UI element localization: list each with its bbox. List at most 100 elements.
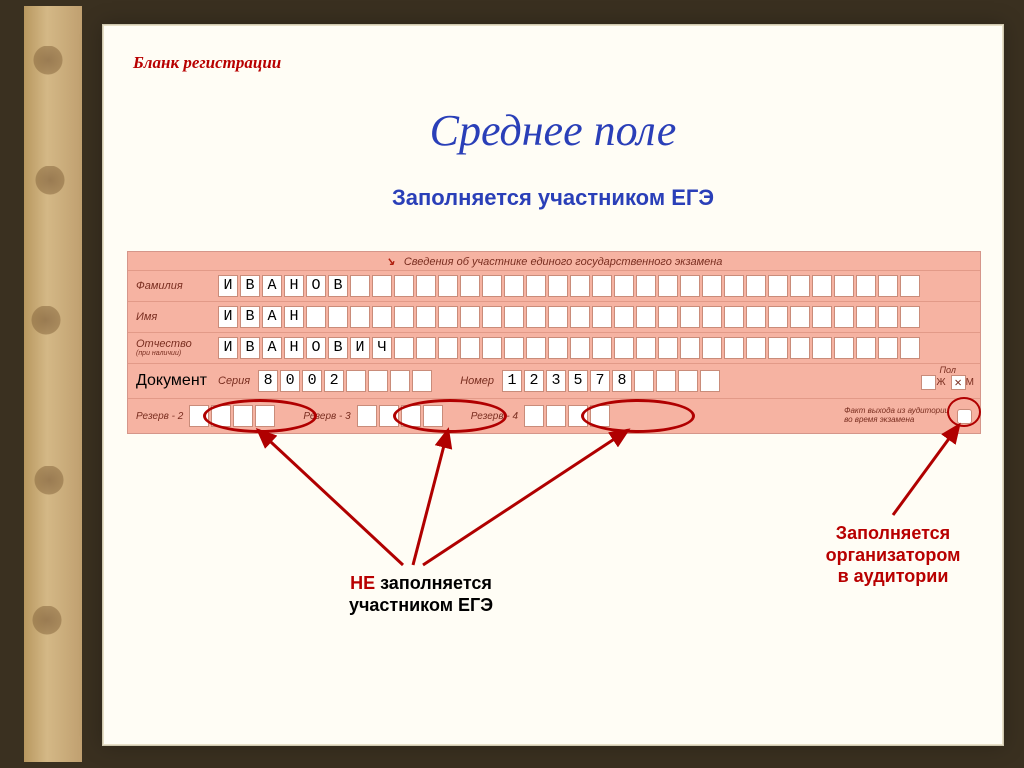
label-reserve-2: Резерв - 2 <box>136 411 183 422</box>
char-cell <box>548 306 568 328</box>
char-cell <box>416 306 436 328</box>
gender-box: Пол Ж ✕М <box>921 365 974 390</box>
char-cell <box>680 337 700 359</box>
char-cell <box>394 275 414 297</box>
char-cell <box>379 405 399 427</box>
cells-reserve-4 <box>524 405 610 427</box>
char-cell <box>656 370 676 392</box>
char-cell <box>702 306 722 328</box>
char-cell <box>423 405 443 427</box>
char-cell <box>790 337 810 359</box>
char-cell <box>700 370 720 392</box>
char-cell <box>401 405 421 427</box>
char-cell: 0 <box>302 370 322 392</box>
char-cell <box>482 337 502 359</box>
char-cell <box>746 306 766 328</box>
char-cell <box>570 275 590 297</box>
char-cell <box>746 337 766 359</box>
char-cell <box>546 405 566 427</box>
char-cell <box>460 275 480 297</box>
char-cell <box>412 370 432 392</box>
char-cell <box>548 337 568 359</box>
char-cell <box>372 306 392 328</box>
char-cell: О <box>306 337 326 359</box>
label-reserve-4: Резерв - 4 <box>471 411 518 422</box>
char-cell <box>812 337 832 359</box>
reserve-4-group: Резерв - 4 <box>471 405 610 427</box>
char-cell <box>746 275 766 297</box>
char-cell <box>768 275 788 297</box>
arrow-line-3 <box>423 430 628 565</box>
char-cell: 2 <box>524 370 544 392</box>
annotation-right-line-2: организатором <box>803 545 983 567</box>
char-cell <box>900 337 920 359</box>
char-cell <box>614 337 634 359</box>
char-cell <box>524 405 544 427</box>
cells-name: ИВАН <box>218 306 920 328</box>
registration-form: ↘ Сведения об участнике единого государс… <box>127 251 981 434</box>
char-cell: Н <box>284 306 304 328</box>
char-cell: В <box>240 275 260 297</box>
char-cell <box>592 337 612 359</box>
reserve-3-group: Резерв - 3 <box>303 405 442 427</box>
char-cell <box>526 337 546 359</box>
leaf-icon <box>34 166 74 206</box>
char-cell: В <box>240 337 260 359</box>
char-cell: 5 <box>568 370 588 392</box>
char-cell <box>460 337 480 359</box>
char-cell <box>568 405 588 427</box>
char-cell: В <box>328 275 348 297</box>
row-patronymic: Отчество (при наличии) ИВАНОВИЧ <box>128 333 980 364</box>
char-cell <box>878 337 898 359</box>
char-cell: О <box>306 275 326 297</box>
char-cell <box>328 306 348 328</box>
char-cell <box>634 370 654 392</box>
char-cell: И <box>350 337 370 359</box>
section-title: Сведения об участнике единого государств… <box>404 256 723 268</box>
char-cell: Н <box>284 275 304 297</box>
char-cell <box>900 306 920 328</box>
char-cell: 3 <box>546 370 566 392</box>
reserve-2-group: Резерв - 2 <box>136 405 275 427</box>
char-cell <box>570 337 590 359</box>
char-cell <box>592 306 612 328</box>
char-cell: А <box>262 337 282 359</box>
annotation-right-line-3: в аудитории <box>803 566 983 588</box>
char-cell <box>724 275 744 297</box>
label-patronymic-hint: (при наличии) <box>136 350 218 357</box>
char-cell <box>590 405 610 427</box>
row-name: Имя ИВАН <box>128 302 980 333</box>
page-title: Среднее поле <box>103 105 1003 156</box>
leaf-icon <box>31 606 71 646</box>
char-cell <box>658 337 678 359</box>
label-patronymic-text: Отчество <box>136 338 192 350</box>
char-cell <box>504 275 524 297</box>
cells-reserve-2 <box>189 405 275 427</box>
char-cell <box>636 306 656 328</box>
char-cell <box>834 337 854 359</box>
leaf-icon <box>30 306 70 346</box>
checkbox-male: ✕ <box>951 375 966 390</box>
char-cell: И <box>218 337 238 359</box>
arrow-line-4 <box>893 425 959 515</box>
char-cell <box>658 306 678 328</box>
arrow-line-2 <box>413 430 448 565</box>
row-reserve: Резерв - 2 Резерв - 3 Резерв - 4 Факт вы… <box>128 399 980 433</box>
label-series: Серия <box>218 375 250 387</box>
label-f: Ж <box>936 377 945 388</box>
char-cell <box>678 370 698 392</box>
label-reserve-3: Резерв - 3 <box>303 411 350 422</box>
char-cell <box>834 306 854 328</box>
char-cell <box>306 306 326 328</box>
label-patronymic: Отчество (при наличии) <box>136 339 218 357</box>
row-document: Документ Серия 8002 Номер 123578 Пол Ж ✕… <box>128 364 980 399</box>
char-cell <box>350 275 370 297</box>
char-cell <box>372 275 392 297</box>
annotation-left-highlight: НЕ <box>350 573 375 593</box>
char-cell <box>768 337 788 359</box>
char-cell <box>357 405 377 427</box>
label-name: Имя <box>136 312 218 323</box>
char-cell <box>438 306 458 328</box>
char-cell <box>350 306 370 328</box>
cells-reserve-3 <box>357 405 443 427</box>
